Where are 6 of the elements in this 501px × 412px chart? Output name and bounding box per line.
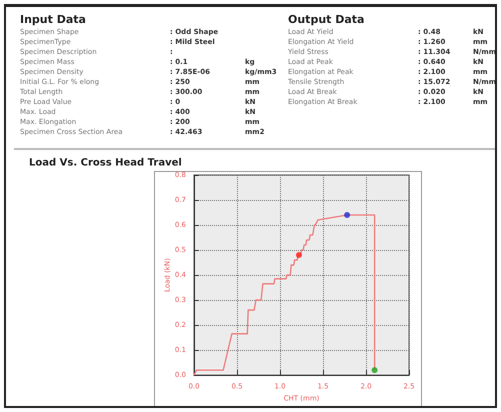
text: Output Data (288, 13, 366, 26)
text: Load Vs. Cross Head Travel (29, 158, 182, 168)
point (372, 367, 378, 374)
point (344, 212, 350, 218)
text: Input Data (20, 13, 87, 26)
point (296, 252, 302, 258)
